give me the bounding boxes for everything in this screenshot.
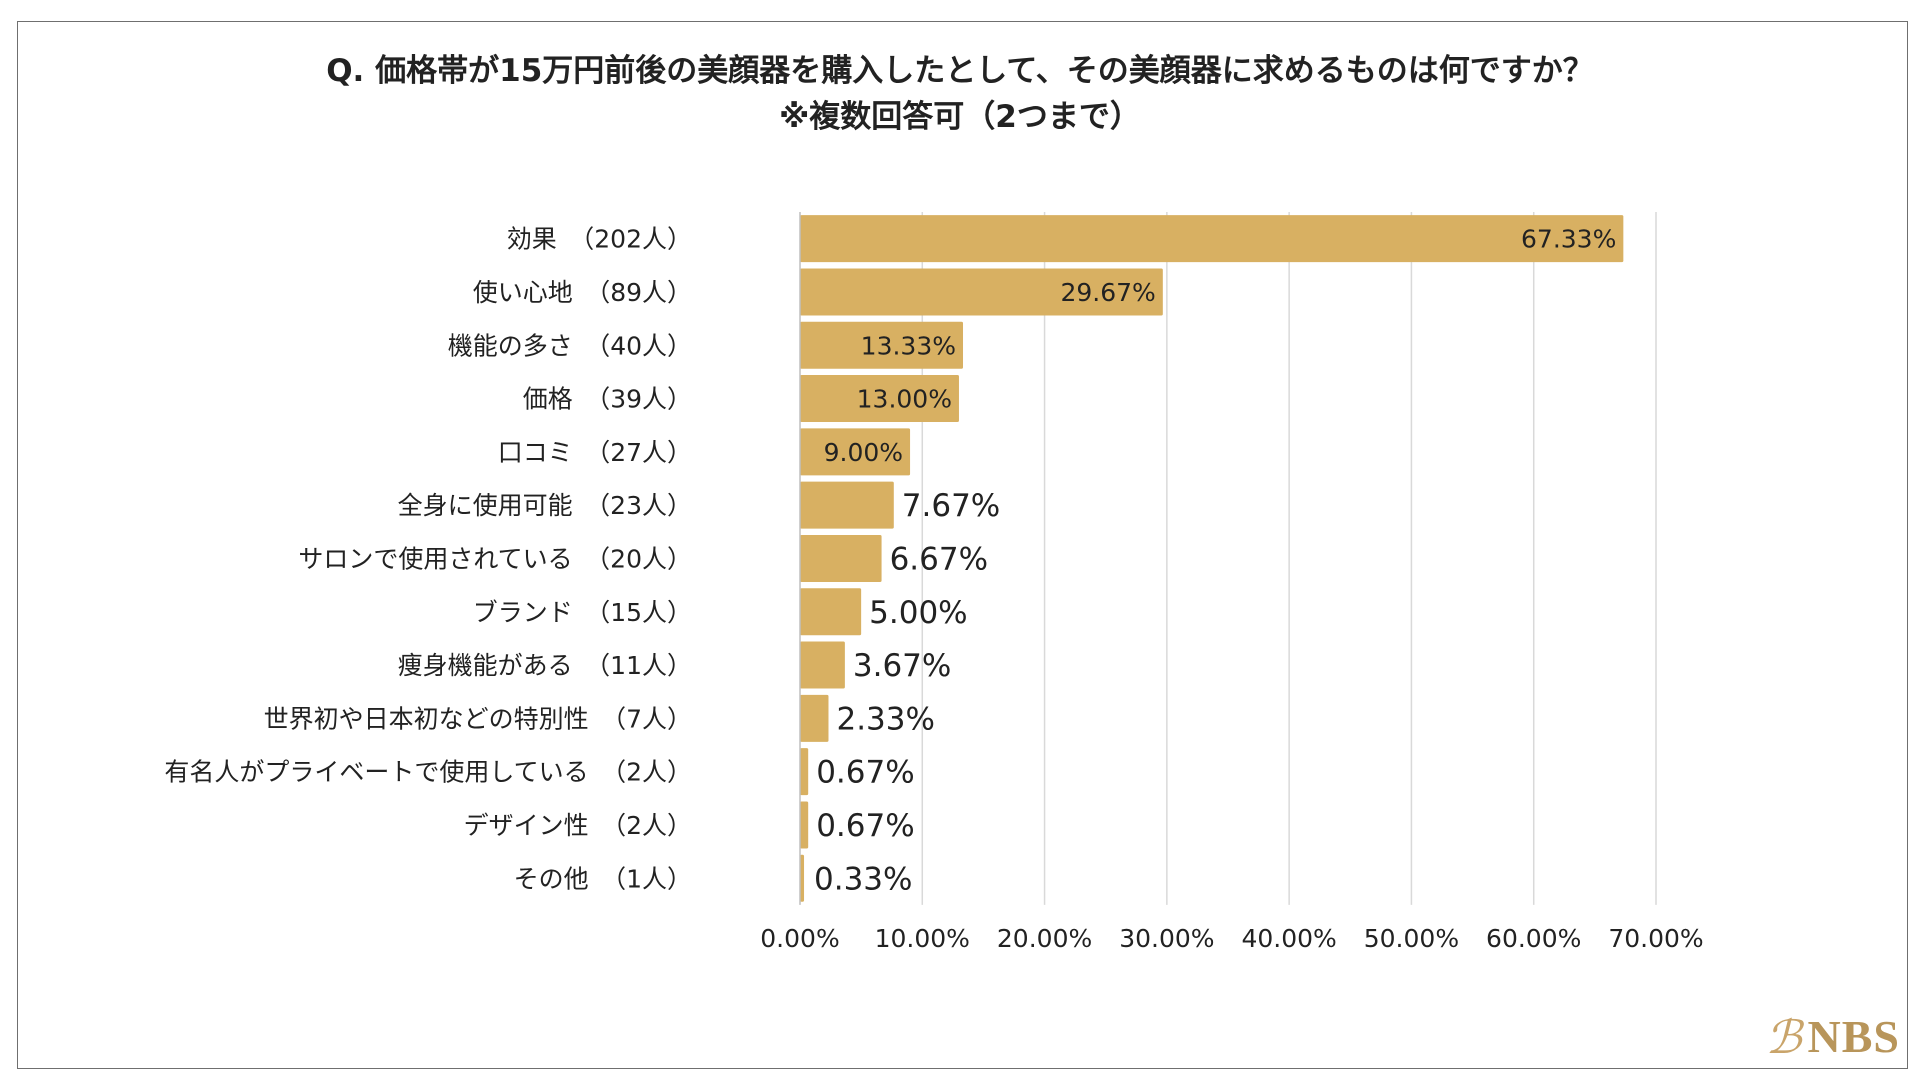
x-tick-label: 20.00% [997, 924, 1092, 953]
category-label: 痩身機能がある （11人） [398, 651, 692, 680]
category-label: 世界初や日本初などの特別性 （7人） [264, 704, 692, 733]
data-label: 29.67% [1060, 278, 1155, 307]
data-label: 13.00% [857, 385, 952, 414]
x-tick-label: 60.00% [1486, 924, 1581, 953]
category-label: デザイン性 （2人） [464, 811, 692, 840]
x-tick-label: 70.00% [1608, 924, 1703, 953]
category-label: 効果 （202人） [507, 225, 692, 254]
data-label: 3.67% [853, 648, 951, 684]
x-tick-label: 30.00% [1119, 924, 1214, 953]
bar [800, 854, 805, 902]
x-tick-label: 10.00% [875, 924, 970, 953]
category-label: ブランド （15人） [473, 598, 692, 627]
bar [800, 428, 911, 476]
bar [800, 375, 959, 423]
data-label: 7.67% [902, 488, 1000, 524]
category-label: サロンで使用されている （20人） [298, 544, 692, 573]
category-label: 全身に使用可能 （23人） [398, 491, 692, 520]
data-label: 67.33% [1521, 225, 1616, 254]
bar [800, 481, 894, 529]
category-label: 口コミ （27人） [498, 438, 692, 467]
bar [800, 268, 1163, 316]
data-label: 6.67% [890, 541, 988, 577]
category-label: 有名人がプライベートで使用している （2人） [164, 758, 692, 787]
category-label: 使い心地 （89人） [473, 278, 692, 307]
chart-subtitle: ※複数回答可（2つまで） [779, 99, 1141, 135]
chart-title: Q. 価格帯が15万円前後の美顔器を購入したとして、その美顔器に求めるものは何で… [326, 53, 1594, 89]
brand-logo: ℬ NBS [1765, 1010, 1900, 1064]
bar [800, 588, 862, 636]
x-tick-label: 0.00% [760, 924, 839, 953]
bar [800, 694, 829, 742]
logo-mark-icon: ℬ [1765, 1010, 1802, 1064]
data-label: 13.33% [861, 331, 956, 360]
bar [800, 748, 809, 796]
data-label: 0.67% [816, 808, 914, 844]
category-label: その他 （1人） [514, 864, 692, 893]
bar [800, 801, 809, 849]
category-label: 価格 （39人） [523, 385, 692, 414]
logo-text: NBS [1807, 1011, 1900, 1062]
bar [800, 321, 964, 369]
x-tick-label: 40.00% [1241, 924, 1336, 953]
data-label: 9.00% [824, 438, 903, 467]
x-tick-label: 50.00% [1364, 924, 1459, 953]
category-label: 機能の多さ （40人） [448, 331, 692, 360]
data-label: 0.33% [814, 861, 912, 897]
bar [800, 641, 845, 689]
data-label: 0.67% [816, 755, 914, 791]
data-label: 2.33% [836, 701, 934, 737]
chart-frame [17, 21, 1908, 1069]
bar [800, 215, 1624, 263]
bar [800, 534, 882, 582]
data-label: 5.00% [869, 595, 967, 631]
